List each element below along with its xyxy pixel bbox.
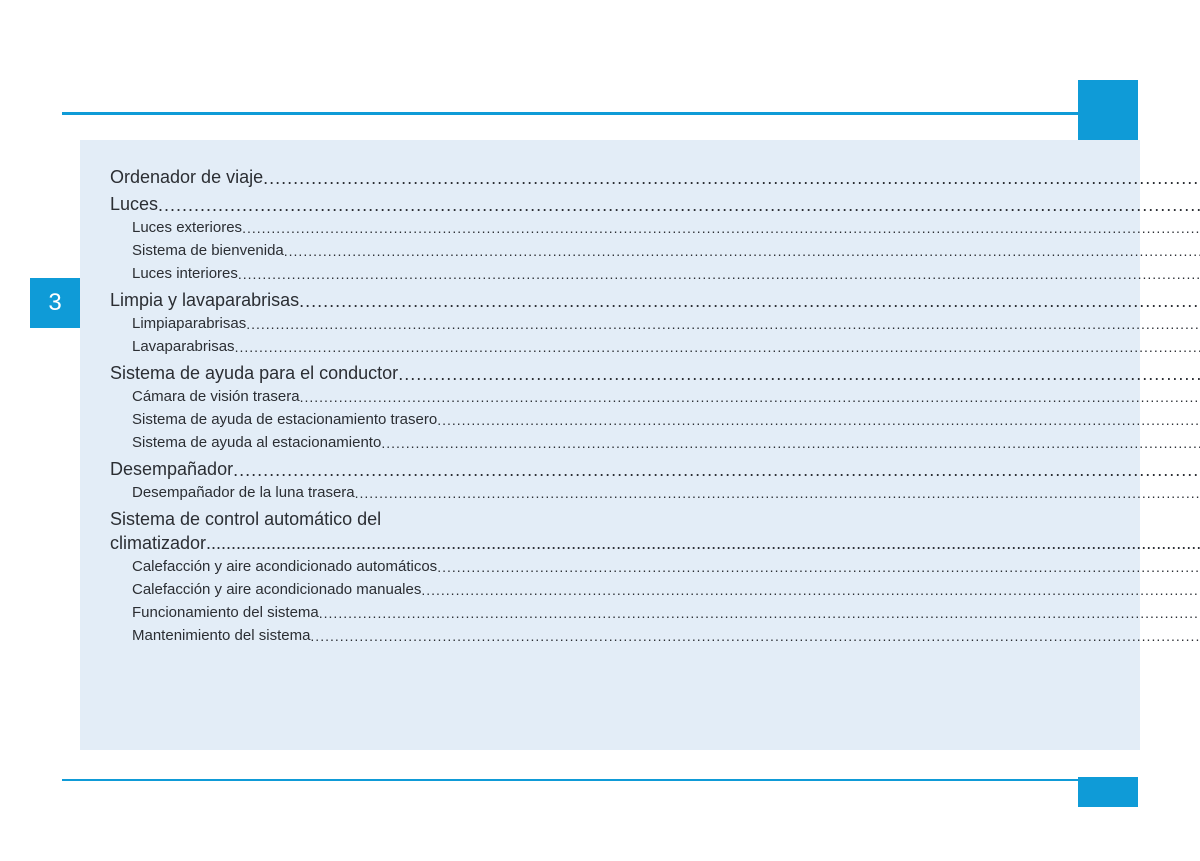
toc-entry-label: climatizador xyxy=(110,531,206,555)
dot-leader: ........................................… xyxy=(381,432,1200,454)
dot-leader: ........................................… xyxy=(300,386,1200,408)
dot-leader: ........................................… xyxy=(238,263,1200,285)
toc-column-left: Ordenador de viaje .....................… xyxy=(110,162,1200,728)
toc-entry-label: Luces xyxy=(110,192,158,216)
toc-entry-level2: Lavaparabrisas .........................… xyxy=(110,335,1200,358)
dot-leader: ........................................… xyxy=(242,217,1200,239)
toc-entry-label: Desempañador de la luna trasera xyxy=(132,482,355,504)
chapter-number: 3 xyxy=(48,289,61,317)
toc-entry-level2: Sistema de ayuda de estacionamiento tras… xyxy=(110,408,1200,431)
toc-entry-label: Mantenimiento del sistema xyxy=(132,625,310,647)
toc-entry-level1: Sistema de ayuda para el conductor .....… xyxy=(110,361,1200,385)
dot-leader: ........................................… xyxy=(437,556,1200,578)
manual-toc-page: Ordenador de viaje .....................… xyxy=(0,0,1200,861)
toc-entry-label: Sistema de ayuda al estacionamiento xyxy=(132,432,381,454)
toc-entry-level2: Sistema de bienvenida ..................… xyxy=(110,239,1200,262)
toc-entry-label: Calefacción y aire acondicionado manuale… xyxy=(132,579,421,601)
toc-entry-continuation: climatizador ...........................… xyxy=(110,531,1200,555)
toc-entry-level1: Luces ..................................… xyxy=(110,192,1200,216)
chapter-number-tab: 3 xyxy=(30,278,80,328)
top-corner-tab xyxy=(1078,80,1138,140)
toc-entry-level1: Desempañador ...........................… xyxy=(110,457,1200,481)
toc-entry-label: Desempañador xyxy=(110,457,233,481)
toc-entry-label: Sistema de ayuda para el conductor xyxy=(110,361,398,385)
toc-entry-level2: Limpiaparabrisas .......................… xyxy=(110,312,1200,335)
dot-leader: ........................................… xyxy=(398,362,1200,385)
toc-entry-level2: Cámara de visión trasera ...............… xyxy=(110,385,1200,408)
toc-entry-level2: Luces exteriores .......................… xyxy=(110,216,1200,239)
toc-entry-level2: Funcionamiento del sistema .............… xyxy=(110,601,1200,624)
dot-leader: ........................................… xyxy=(319,602,1200,624)
dot-leader: ........................................… xyxy=(263,166,1200,189)
dot-leader: ........................................… xyxy=(299,289,1200,312)
toc-entry-label: Sistema de control automático del xyxy=(110,507,1200,531)
dot-leader: ........................................… xyxy=(233,458,1200,481)
toc-entry-label: Funcionamiento del sistema xyxy=(132,602,319,624)
dot-leader: ........................................… xyxy=(355,482,1200,504)
toc-entry-label: Lavaparabrisas xyxy=(132,336,235,358)
toc-entry-level1: Sistema de control automático delclimati… xyxy=(110,507,1200,555)
dot-leader: ........................................… xyxy=(284,240,1200,262)
toc-entry-level2: Mantenimiento del sistema ..............… xyxy=(110,624,1200,647)
toc-entry-label: Sistema de bienvenida xyxy=(132,240,284,262)
toc-panel: Ordenador de viaje .....................… xyxy=(80,140,1140,750)
toc-entry-level1: Ordenador de viaje .....................… xyxy=(110,165,1200,189)
toc-entry-label: Ordenador de viaje xyxy=(110,165,263,189)
toc-entry-level1: Limpia y lavaparabrisas ................… xyxy=(110,288,1200,312)
dot-leader: ........................................… xyxy=(421,579,1200,601)
toc-entry-label: Luces exteriores xyxy=(132,217,242,239)
bottom-corner-tab xyxy=(1078,777,1138,807)
dot-leader: ........................................… xyxy=(246,313,1200,335)
dot-leader: ........................................… xyxy=(437,409,1200,431)
toc-entry-level2: Sistema de ayuda al estacionamiento ....… xyxy=(110,431,1200,454)
dot-leader: ........................................… xyxy=(158,193,1200,216)
toc-entry-level2: Luces interiores .......................… xyxy=(110,262,1200,285)
toc-entry-label: Limpiaparabrisas xyxy=(132,313,246,335)
toc-entry-level2: Calefacción y aire acondicionado automát… xyxy=(110,555,1200,578)
dot-leader: ........................................… xyxy=(310,625,1200,647)
dot-leader: ........................................… xyxy=(235,336,1200,358)
toc-entry-label: Sistema de ayuda de estacionamiento tras… xyxy=(132,409,437,431)
toc-entry-level2: Calefacción y aire acondicionado manuale… xyxy=(110,578,1200,601)
bottom-rule xyxy=(62,779,1137,781)
toc-entry-label: Limpia y lavaparabrisas xyxy=(110,288,299,312)
toc-entry-level2: Desempañador de la luna trasera ........… xyxy=(110,481,1200,504)
top-rule xyxy=(62,112,1137,115)
toc-entry-label: Calefacción y aire acondicionado automát… xyxy=(132,556,437,578)
dot-leader: ........................................… xyxy=(206,531,1200,555)
toc-entry-label: Cámara de visión trasera xyxy=(132,386,300,408)
toc-entry-label: Luces interiores xyxy=(132,263,238,285)
